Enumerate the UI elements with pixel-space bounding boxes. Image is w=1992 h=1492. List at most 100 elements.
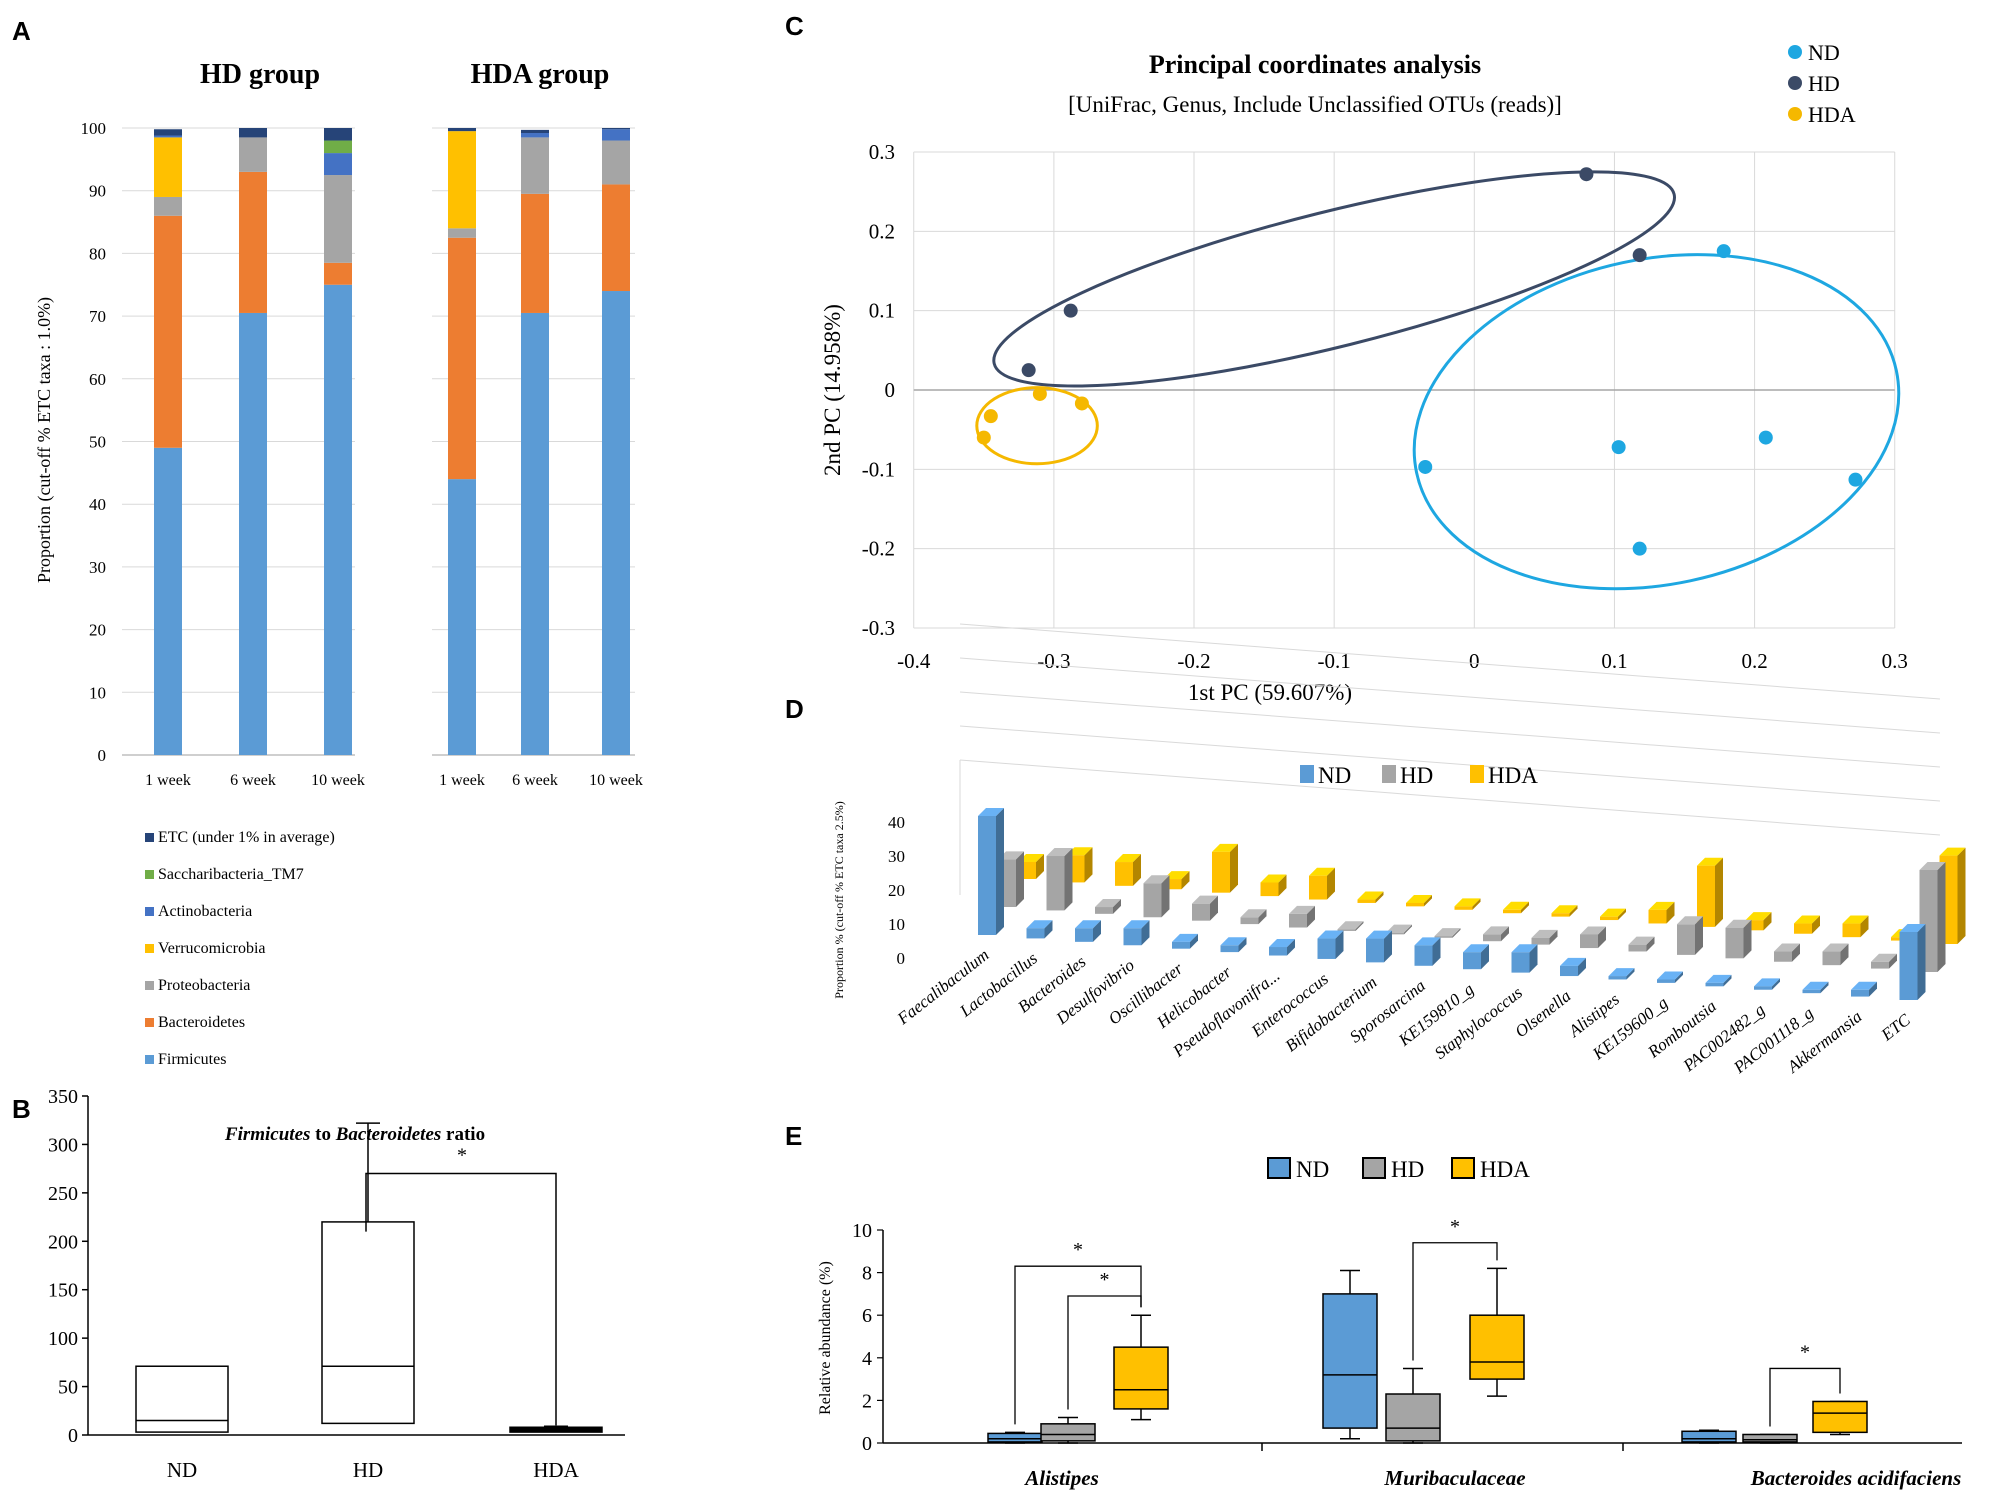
panel-d-bar-side: [1432, 937, 1441, 966]
panel-a-bar-segment: [239, 128, 267, 138]
panel-e-box: [1385, 1393, 1441, 1442]
panel-c-x-tick-label: -0.2: [1177, 649, 1210, 673]
panel-d-bar-top: [1269, 939, 1295, 948]
panel-e-significance-label: *: [1800, 1341, 1810, 1363]
panel-d-bar: [1046, 856, 1065, 911]
panel-a-y-tick-label: 40: [89, 495, 106, 514]
panel-d-bar-side: [1675, 971, 1683, 983]
panel-a-y-tick-label: 0: [98, 746, 107, 765]
panel-d-bar: [1172, 941, 1190, 949]
panel-d-bar: [1483, 934, 1501, 942]
panel-d-bar-top: [1386, 924, 1412, 933]
panel-d-bar-side: [1238, 937, 1247, 953]
panel-c-y-tick-label: 0.2: [869, 219, 895, 243]
panel-d-bar-side: [1715, 857, 1723, 927]
panel-d-bar: [1899, 932, 1918, 1000]
panel-d-bar: [1075, 928, 1093, 942]
panel-c-point: [1074, 396, 1089, 411]
panel-d-bar-top: [1026, 920, 1053, 929]
panel-d-gridline: [959, 759, 1941, 836]
panel-d-bar-top: [1657, 971, 1683, 980]
panel-a-legend-swatch: [145, 833, 154, 842]
panel-d-bar-top: [1677, 916, 1703, 925]
panel-d-bar-side: [1860, 915, 1869, 938]
panel-d-bar-side: [1840, 943, 1849, 966]
panel-a-bar-segment: [448, 237, 476, 480]
panel-d-category-label: Bifidobacterium: [1282, 973, 1381, 1056]
panel-a-legend-label: Verrucomicrobia: [158, 940, 266, 957]
panel-e-y-tick-label: 10: [852, 1220, 872, 1242]
panel-e-significance-bracket: [1014, 1265, 1142, 1425]
panel-e-significance-label: *: [1073, 1239, 1083, 1261]
panel-a-bar-segment: [448, 128, 476, 132]
panel-d-gridline: [959, 623, 1941, 700]
panel-e-category-label: Alistipes: [1023, 1466, 1099, 1490]
panel-d-legend-label: HDA: [1488, 763, 1538, 788]
panel-d-bar-top: [1143, 875, 1170, 884]
panel-e-box: [1113, 1346, 1169, 1410]
panel-a-legend-swatch: [145, 870, 154, 879]
panel-d-bar: [1677, 924, 1695, 955]
panel-d-bar-top: [1745, 912, 1772, 921]
panel-a-bar-segment: [154, 196, 182, 216]
panel-c-legend-marker: [1788, 107, 1802, 121]
panel-d-bar-top: [1366, 930, 1392, 939]
panel-c-point: [1716, 244, 1731, 259]
panel-d-bar-top: [1697, 857, 1723, 866]
panel-d-bar-top: [1483, 926, 1509, 935]
panel-c-y-tick-label: 0: [885, 378, 896, 402]
panel-d-y-tick-label: 20: [888, 881, 905, 900]
panel-d-bar-side: [1355, 921, 1364, 931]
panel-e-box: [987, 1432, 1043, 1443]
panel-e-significance-bracket: [1769, 1367, 1841, 1427]
panel-a-y-tick-label: 70: [89, 307, 106, 326]
panel-d-bar-top: [1317, 930, 1344, 939]
panel-e-box: [1742, 1433, 1798, 1443]
panel-d-bar-side: [1141, 920, 1150, 946]
panel-d-bar-side: [1618, 908, 1626, 921]
panel-d-bar-top: [1123, 920, 1150, 929]
panel-d-bar-top: [1580, 926, 1606, 935]
panel-c-y-axis-label: 2nd PC (14.958%): [820, 304, 845, 476]
panel-d-bar-top: [1357, 891, 1384, 900]
panel-a-bar-segment: [602, 128, 630, 130]
panel-d-bar: [1115, 862, 1133, 886]
panel-d-bar: [1414, 945, 1433, 966]
panel-d-bar: [1357, 899, 1376, 903]
panel-d-bar-side: [1772, 978, 1780, 990]
panel-b-title-part: to: [310, 1124, 335, 1145]
panel-e-category-label: Muribaculaceae: [1383, 1466, 1525, 1490]
panel-d-bar-top: [1842, 915, 1869, 924]
panel-d-legend-label: HD: [1400, 763, 1433, 788]
panel-a-legend-swatch: [145, 944, 154, 953]
panel-a-bar-segment: [448, 228, 476, 238]
panel-label-b: B: [12, 1094, 31, 1124]
panel-d-bar-top: [1406, 894, 1432, 903]
panel-c-legend-label: HDA: [1808, 102, 1856, 127]
panel-a-x-tick-label: 1 week: [145, 772, 191, 789]
panel-b-y-tick-label: 0: [68, 1425, 78, 1447]
panel-a-bar-segment: [324, 140, 352, 154]
panel-label-d: D: [785, 694, 804, 724]
panel-d-bar: [1802, 989, 1821, 994]
panel-d-bar-side: [1957, 847, 1966, 944]
panel-e-significance-label: *: [1450, 1216, 1460, 1238]
panel-d-bar: [1163, 879, 1182, 890]
panel-a-x-tick-label: 6 week: [512, 772, 558, 789]
panel-b-box: [321, 1221, 415, 1425]
panel-d-bar: [1337, 929, 1356, 931]
panel-d-bar: [1871, 961, 1889, 969]
panel-a-bar-segment: [154, 215, 182, 448]
panel-d-bar-side: [1569, 905, 1578, 917]
panel-d-bar-side: [996, 808, 1004, 935]
panel-a-bar-segment: [154, 137, 182, 197]
panel-d-legend-swatch: [1382, 765, 1396, 783]
panel-e-box: [1812, 1400, 1868, 1434]
panel-d-bar-side: [1549, 929, 1558, 945]
panel-d-bar: [1095, 907, 1113, 914]
panel-d-bar-top: [1871, 953, 1897, 962]
panel-c-point: [1063, 303, 1078, 318]
panel-d-bar-top: [1511, 944, 1538, 953]
panel-d-bar-side: [1190, 933, 1198, 949]
panel-a-legend-swatch: [145, 907, 154, 916]
